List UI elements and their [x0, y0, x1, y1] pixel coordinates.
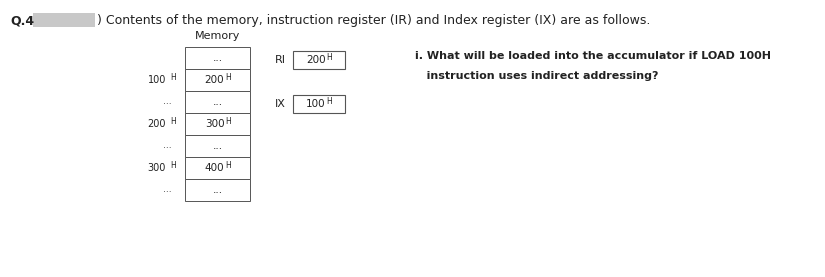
- Text: ...: ...: [213, 141, 223, 151]
- FancyBboxPatch shape: [185, 179, 250, 201]
- Text: ) Contents of the memory, instruction register (IR) and Index register (IX) are : ) Contents of the memory, instruction re…: [97, 14, 650, 27]
- FancyBboxPatch shape: [33, 13, 95, 27]
- Text: ...: ...: [163, 98, 172, 106]
- Text: H: H: [326, 97, 332, 106]
- Text: i. What will be loaded into the accumulator if LOAD 100H: i. What will be loaded into the accumula…: [415, 51, 771, 61]
- Text: H: H: [225, 117, 231, 126]
- Text: 100: 100: [148, 75, 166, 85]
- FancyBboxPatch shape: [293, 51, 345, 69]
- Text: ...: ...: [163, 186, 172, 194]
- Text: 200: 200: [306, 55, 326, 65]
- FancyBboxPatch shape: [185, 69, 250, 91]
- Text: IX: IX: [275, 99, 286, 109]
- Text: 200: 200: [148, 119, 166, 129]
- FancyBboxPatch shape: [185, 113, 250, 135]
- FancyBboxPatch shape: [185, 135, 250, 157]
- FancyBboxPatch shape: [185, 91, 250, 113]
- Text: ...: ...: [213, 185, 223, 195]
- Text: instruction uses indirect addressing?: instruction uses indirect addressing?: [415, 71, 658, 81]
- Text: H: H: [225, 161, 231, 170]
- Text: H: H: [170, 161, 176, 170]
- FancyBboxPatch shape: [185, 157, 250, 179]
- FancyBboxPatch shape: [293, 95, 345, 113]
- Text: Q.4: Q.4: [10, 14, 34, 27]
- Text: H: H: [225, 73, 231, 82]
- Text: ...: ...: [213, 97, 223, 107]
- Text: H: H: [170, 117, 176, 126]
- Text: RI: RI: [275, 55, 286, 65]
- Text: 300: 300: [148, 163, 166, 173]
- Text: H: H: [170, 73, 176, 82]
- Text: 200: 200: [205, 75, 224, 85]
- Text: 300: 300: [205, 119, 224, 129]
- Text: ...: ...: [213, 53, 223, 63]
- Text: 400: 400: [205, 163, 224, 173]
- FancyBboxPatch shape: [185, 47, 250, 69]
- Text: Memory: Memory: [195, 31, 240, 41]
- Text: ...: ...: [163, 142, 172, 150]
- Text: 100: 100: [306, 99, 326, 109]
- Text: H: H: [326, 53, 332, 62]
